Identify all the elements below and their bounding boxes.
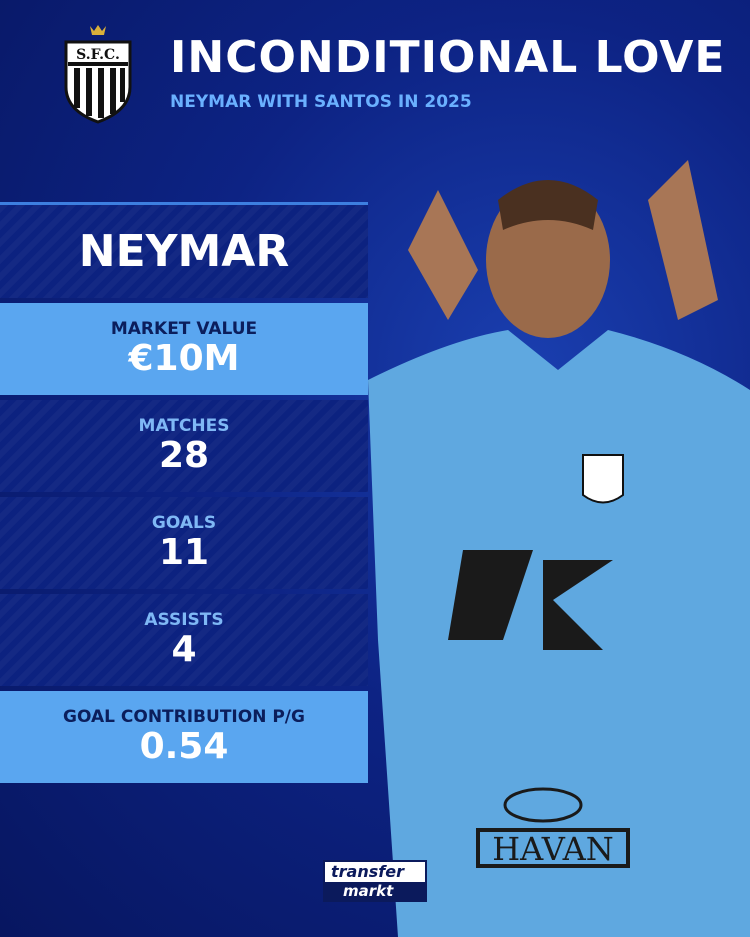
stats-panel: NEYMAR MARKET VALUE €10M MATCHES 28 GOALS 11 A… (0, 202, 368, 788)
stat-label: GOAL CONTRIBUTION P/G (63, 707, 305, 728)
player-photo: HAVAN (368, 160, 750, 937)
player-name: NEYMAR (78, 226, 290, 277)
stat-row-matches: MATCHES 28 (0, 400, 368, 492)
santos-crest-logo: S.F.C. (64, 25, 132, 124)
stat-value: 11 (158, 532, 210, 574)
stat-row-assists: ASSISTS 4 (0, 594, 368, 686)
stat-row-market-value: MARKET VALUE €10M (0, 303, 368, 395)
svg-text:HAVAN: HAVAN (492, 830, 613, 868)
stat-value: €10M (128, 338, 240, 380)
stat-label: MARKET VALUE (110, 319, 258, 340)
player-name-row: NEYMAR (0, 202, 368, 298)
stat-value: 4 (171, 629, 197, 671)
page-subtitle: NEYMAR WITH SANTOS IN 2025 (170, 92, 472, 112)
stat-row-goals: GOALS 11 (0, 497, 368, 589)
stat-label: MATCHES (138, 416, 230, 437)
stat-row-goal-contribution-p-g: GOAL CONTRIBUTION P/G 0.54 (0, 691, 368, 783)
svg-text:S.F.C.: S.F.C. (76, 47, 120, 63)
stat-value: 0.54 (139, 726, 229, 768)
page-title: INCONDITIONAL LOVE (170, 32, 726, 83)
transfermarkt-logo: transfer markt (323, 860, 427, 902)
stat-value: 28 (158, 435, 210, 477)
stat-label: ASSISTS (144, 610, 224, 631)
stat-label: GOALS (151, 513, 217, 534)
